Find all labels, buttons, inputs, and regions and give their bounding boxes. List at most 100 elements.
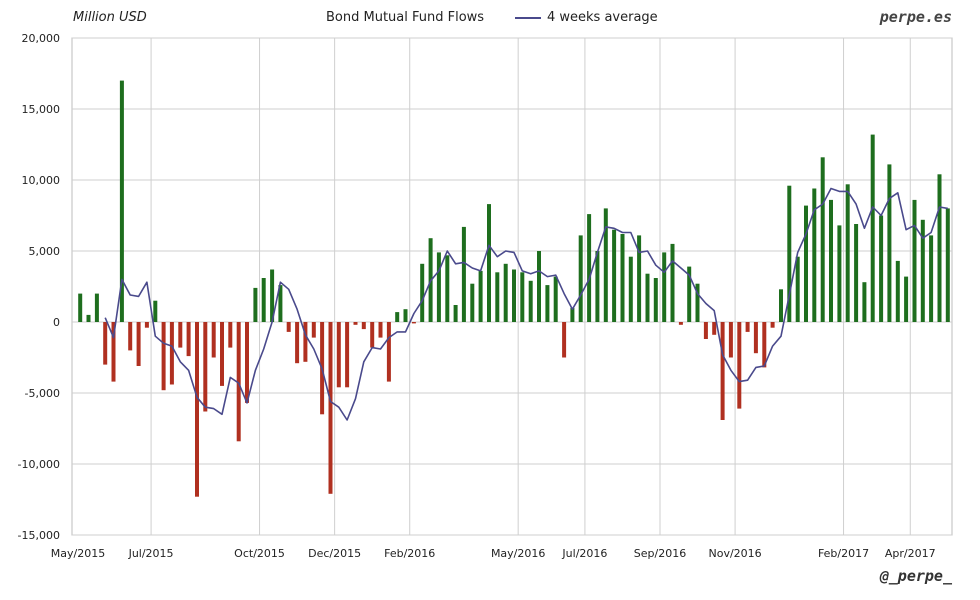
flow-bar (370, 322, 375, 348)
flow-bar (328, 322, 333, 494)
flow-bar (487, 204, 491, 322)
y-tick-label: -15,000 (18, 529, 60, 542)
flow-bar (720, 322, 725, 420)
flow-bar (245, 322, 249, 403)
flow-bar (745, 322, 750, 332)
flow-bar (587, 214, 592, 322)
x-tick-label: Sep/2016 (634, 547, 686, 560)
flow-bar (411, 322, 416, 324)
flow-bar (503, 263, 508, 322)
flow-bar (870, 134, 875, 322)
flow-bar (153, 300, 158, 322)
x-tick-label: Apr/2017 (885, 547, 936, 560)
x-tick-label: Feb/2016 (384, 547, 435, 560)
flow-bar (662, 252, 667, 322)
flow-bar (645, 273, 650, 322)
flow-bar (461, 226, 466, 322)
legend-line-swatch (515, 16, 541, 19)
flow-bar (912, 199, 917, 322)
flow-bar (670, 243, 675, 322)
flow-bar (520, 272, 525, 322)
flow-bar (862, 282, 867, 322)
flow-bar (937, 174, 942, 322)
flow-bar (795, 256, 800, 322)
flow-bar (186, 322, 191, 357)
flow-bar (879, 215, 884, 322)
flow-bar (512, 269, 516, 322)
flow-bar (353, 322, 358, 325)
brand-watermark: perpe.es (879, 8, 952, 26)
x-tick-label: Nov/2016 (708, 547, 761, 560)
flow-bar (570, 307, 575, 322)
flow-bar (128, 322, 133, 351)
flow-bar (929, 235, 934, 322)
flow-bar (637, 235, 642, 322)
flow-bar (495, 272, 500, 322)
flow-bar (904, 276, 909, 322)
flow-bar (845, 184, 850, 322)
flow-bar (653, 278, 658, 322)
flow-bar (378, 322, 383, 338)
flow-bar (270, 269, 275, 322)
x-tick-label: Feb/2017 (818, 547, 869, 560)
flow-bar (945, 208, 950, 322)
flow-bar (628, 256, 633, 322)
flow-bar (820, 157, 825, 322)
y-tick-label: 20,000 (22, 32, 61, 45)
x-tick-label: Jul/2015 (128, 547, 174, 560)
legend-label: 4 weeks average (547, 10, 658, 25)
unit-label: Million USD (73, 10, 147, 25)
flow-bar (737, 322, 742, 409)
flow-bar (528, 280, 533, 322)
flow-bar (253, 287, 258, 322)
flow-bar (86, 314, 91, 322)
legend: 4 weeks average (515, 10, 658, 25)
flow-bar (478, 270, 483, 322)
flow-bar (261, 278, 266, 322)
flow-bar (537, 251, 541, 322)
y-tick-label: -5,000 (25, 387, 60, 400)
flow-bar (211, 322, 216, 358)
x-tick-label: Oct/2015 (234, 547, 285, 560)
flow-bar (920, 219, 925, 322)
flow-bar (470, 283, 475, 322)
flow-bar (94, 293, 99, 322)
flow-bar (161, 322, 166, 391)
flow-bar (770, 322, 775, 328)
flow-bar (687, 266, 692, 322)
flow-bar (169, 322, 174, 385)
y-tick-label: -10,000 (18, 458, 60, 471)
flow-bar (236, 322, 241, 442)
flow-bar (553, 276, 558, 322)
flow-bar (804, 205, 808, 322)
flow-bar (762, 322, 767, 368)
x-tick-label: May/2016 (491, 547, 545, 560)
flow-bar (144, 322, 149, 328)
flow-bar (612, 229, 617, 322)
flow-bar (712, 322, 717, 335)
x-tick-label: May/2015 (51, 547, 105, 560)
flow-bar (103, 322, 108, 365)
flow-bar (311, 322, 316, 338)
flow-bar (203, 322, 208, 412)
flow-bar (620, 234, 625, 322)
flow-bar (228, 322, 233, 348)
flow-bar (753, 322, 758, 354)
flow-bar (386, 322, 391, 382)
flow-bar (336, 322, 341, 388)
flow-bar (395, 312, 400, 322)
flow-bar (678, 322, 683, 325)
flow-bar (703, 322, 708, 339)
flow-bar (695, 283, 700, 322)
flow-bar (728, 322, 733, 358)
flow-bar (303, 322, 308, 362)
flow-bar (453, 305, 458, 322)
y-tick-label: 10,000 (22, 174, 61, 187)
y-tick-label: 15,000 (22, 103, 61, 116)
flow-bars (78, 80, 950, 497)
flow-bar (78, 293, 83, 322)
flow-bar (895, 260, 900, 322)
flow-bar (854, 224, 859, 322)
average-line (104, 187, 948, 421)
chart-title: Bond Mutual Fund Flows (326, 10, 485, 25)
